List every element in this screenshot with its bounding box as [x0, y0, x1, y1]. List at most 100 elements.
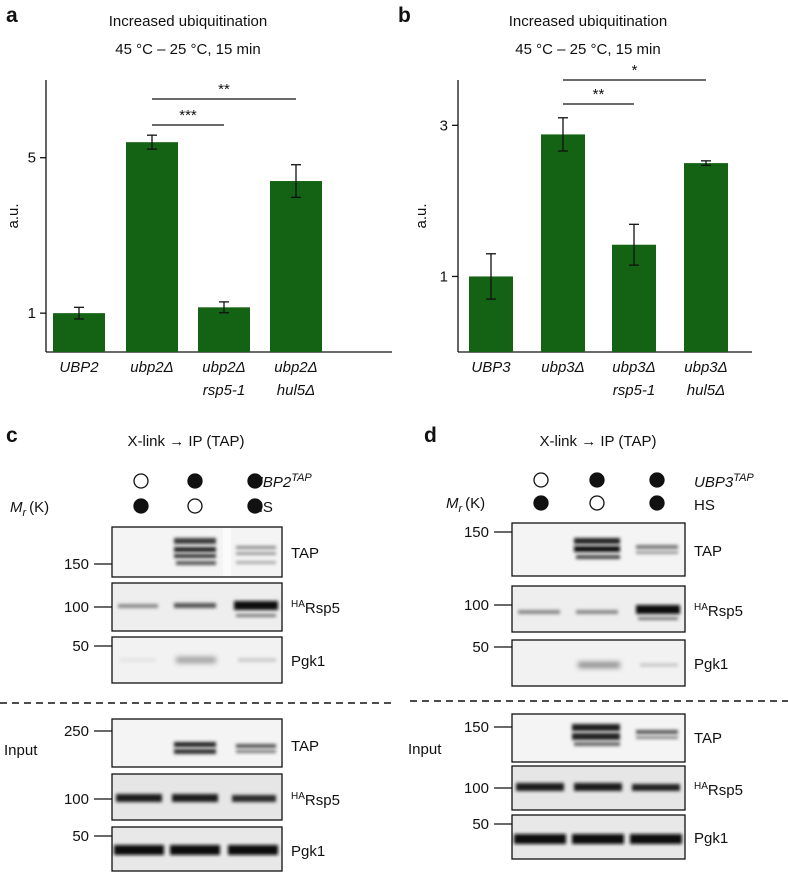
- chart-a-ylabel: a.u.: [5, 203, 22, 228]
- y-tick-label: 1: [440, 268, 448, 285]
- y-tick-label: 1: [28, 305, 36, 322]
- filled-circle: [247, 498, 263, 514]
- blot-c-input-marker-50: 50: [72, 828, 89, 845]
- blot-d-input-marker-150: 150: [464, 719, 489, 736]
- chart-a: a Increased ubiquitination 45 °C – 25 °C…: [5, 4, 392, 399]
- blot-c-ip-pgk1: [111, 636, 283, 684]
- blot-d-input-marker-50: 50: [472, 816, 489, 833]
- open-circle: [589, 495, 605, 511]
- blot-c-condition-circles: [133, 473, 263, 514]
- open-circle: [187, 498, 203, 514]
- blot-c-ip-marker-50: 50: [72, 638, 89, 655]
- blot-d-ip-rsp5: [511, 585, 686, 633]
- blot-d-input-rsp5: [511, 765, 686, 811]
- blot-d-input-pgk1-label: Pgk1: [694, 830, 728, 847]
- y-tick-label: 5: [28, 150, 36, 167]
- significance-label: **: [593, 86, 605, 103]
- open-circle: [133, 473, 149, 489]
- blot-d-ip-tap: [511, 522, 686, 577]
- bar: [126, 142, 178, 352]
- blot-c-ip-marker-100: 100: [64, 599, 89, 616]
- blot-d-mr-label: Mr (K): [446, 495, 485, 515]
- bar: [684, 163, 728, 352]
- blot-c-input-tap: [111, 718, 283, 768]
- blot-d-ip-marker-100: 100: [464, 597, 489, 614]
- filled-circle: [649, 472, 665, 488]
- category-label: rsp5-1: [203, 382, 246, 399]
- blot-c-ip-marker-150: 150: [64, 556, 89, 573]
- category-label: ubp2Δ: [274, 359, 317, 376]
- blot-d-ip-marker-50: 50: [472, 639, 489, 656]
- blot-c-input-tap-label: TAP: [291, 738, 319, 755]
- y-tick-label: 3: [440, 117, 448, 134]
- chart-b-subtitle: 45 °C – 25 °C, 15 min: [515, 41, 660, 58]
- blot-d-ip-tap-label: TAP: [694, 543, 722, 560]
- category-label: ubp3Δ: [541, 359, 584, 376]
- blot-c-input-marker-100: 100: [64, 791, 89, 808]
- blot-c-input-marker-250: 250: [64, 723, 89, 740]
- category-label: hul5Δ: [687, 382, 725, 399]
- blot-d-condition-circles: [533, 472, 665, 511]
- blot-c-input-label: Input: [4, 742, 38, 759]
- category-label: rsp5-1: [613, 382, 656, 399]
- bar: [541, 134, 585, 352]
- category-label: ubp2Δ: [130, 359, 173, 376]
- blot-c-input-pgk1: [111, 826, 283, 872]
- category-label: UBP3: [471, 359, 511, 376]
- blot-d-ip-rsp5-label: HARsp5: [694, 602, 743, 620]
- blot-panel-c: c X-link → IP (TAP) UBP2TAP Mr(K) HS: [0, 424, 394, 872]
- category-label: ubp3Δ: [612, 359, 655, 376]
- blot-c-ip-tap-label: TAP: [291, 545, 319, 562]
- blot-d-ip-pgk1: [511, 639, 686, 687]
- open-circle: [533, 472, 549, 488]
- panel-label-a: a: [6, 4, 18, 27]
- blot-c-ip-pgk1-label: Pgk1: [291, 653, 325, 670]
- category-label: hul5Δ: [277, 382, 315, 399]
- panel-label-c: c: [6, 424, 18, 447]
- category-label: UBP2: [59, 359, 99, 376]
- blot-d-input-tap: [511, 713, 686, 763]
- blot-d-input-marker-100: 100: [464, 780, 489, 797]
- bar: [270, 181, 322, 352]
- blot-c-input-pgk1-label: Pgk1: [291, 843, 325, 860]
- bar: [198, 307, 250, 352]
- blot-d-row2-label: HS: [694, 497, 715, 514]
- blot-d-ip-pgk1-label: Pgk1: [694, 656, 728, 673]
- significance-label: *: [632, 62, 638, 79]
- blot-c-ip-rsp5-label: HARsp5: [291, 599, 340, 617]
- significance-label: ***: [179, 107, 197, 124]
- filled-circle: [133, 498, 149, 514]
- blot-c-input-rsp5: [111, 773, 283, 821]
- blot-c-header: X-link → IP (TAP): [128, 433, 245, 450]
- panel-label-b: b: [398, 4, 411, 27]
- filled-circle: [649, 495, 665, 511]
- blot-d-row1-label: UBP3TAP: [694, 472, 754, 491]
- chart-b: b Increased ubiquitination 45 °C – 25 °C…: [398, 4, 752, 399]
- chart-b-ylabel: a.u.: [413, 203, 430, 228]
- blot-panel-d: d X-link → IP (TAP) UBP3TAP Mr (K) HS 150: [408, 424, 788, 860]
- blot-d-header: X-link → IP (TAP): [540, 433, 657, 450]
- filled-circle: [187, 473, 203, 489]
- filled-circle: [247, 473, 263, 489]
- blot-c-input-rsp5-label: HARsp5: [291, 791, 340, 809]
- chart-b-title: Increased ubiquitination: [509, 13, 667, 30]
- blot-d-input-label: Input: [408, 741, 442, 758]
- blot-c-mr-label: Mr (K): [10, 499, 49, 519]
- chart-a-subtitle: 45 °C – 25 °C, 15 min: [115, 41, 260, 58]
- chart-a-title: Increased ubiquitination: [109, 13, 267, 30]
- category-label: ubp2Δ: [202, 359, 245, 376]
- blot-d-ip-marker-150: 150: [464, 524, 489, 541]
- blot-c-ip-tap: [111, 526, 283, 578]
- filled-circle: [589, 472, 605, 488]
- blot-d-input-pgk1: [511, 814, 686, 860]
- blot-c-ip-rsp5: [111, 582, 283, 632]
- significance-label: **: [218, 81, 230, 98]
- filled-circle: [533, 495, 549, 511]
- category-label: ubp3Δ: [684, 359, 727, 376]
- panel-label-d: d: [424, 424, 437, 447]
- blot-d-input-rsp5-label: HARsp5: [694, 781, 743, 799]
- blot-d-input-tap-label: TAP: [694, 730, 722, 747]
